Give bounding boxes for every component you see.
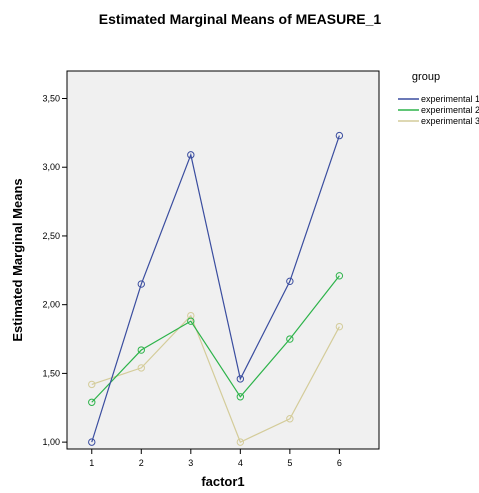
legend-item: experimental 3 [398, 116, 479, 126]
series-line [91, 314, 340, 443]
legend-title: group [412, 71, 440, 83]
y-tick-label: 2,50 [42, 231, 60, 241]
data-point [335, 272, 344, 280]
x-tick-label: 4 [238, 458, 243, 468]
data-point [286, 277, 294, 286]
series-experimental-3 [88, 311, 344, 446]
data-point [335, 322, 344, 331]
data-point [286, 335, 294, 343]
data-point [88, 438, 96, 446]
data-point [187, 317, 195, 325]
x-axis: 1 2 3 4 5 6 [89, 449, 342, 468]
legend-item: experimental 2 [398, 105, 479, 115]
y-tick-label: 2,00 [42, 300, 60, 310]
x-tick-label: 1 [89, 458, 94, 468]
data-point [236, 375, 245, 383]
y-axis-title: Estimated Marginal Means [10, 178, 25, 341]
series-experimental-2 [88, 272, 344, 406]
series-experimental-1 [88, 131, 344, 446]
x-tick-label: 6 [337, 458, 342, 468]
x-axis-title: factor1 [201, 474, 244, 489]
y-tick-label: 3,00 [42, 162, 60, 172]
y-tick-label: 1,50 [42, 368, 60, 378]
x-tick-label: 3 [188, 458, 193, 468]
series-line [91, 135, 340, 443]
data-point [236, 393, 245, 401]
y-tick-label: 1,00 [42, 437, 60, 447]
plot-area [66, 70, 380, 450]
data-point [88, 398, 96, 406]
chart-title: Estimated Marginal Means of MEASURE_1 [99, 11, 382, 27]
legend-label: experimental 2 [421, 105, 479, 115]
y-axis: 1,00 1,50 2,00 2,50 3,00 3,50 [42, 93, 67, 447]
data-point [137, 280, 145, 288]
data-point [137, 364, 145, 372]
data-point [286, 415, 294, 423]
x-tick-label: 2 [139, 458, 144, 468]
x-tick-label: 5 [287, 458, 292, 468]
data-point [137, 346, 145, 354]
legend-label: experimental 3 [421, 116, 479, 126]
data-point [88, 380, 96, 389]
legend-item: experimental 1 [398, 94, 479, 104]
data-point [236, 438, 245, 446]
series-layer [88, 131, 344, 446]
y-tick-label: 3,50 [42, 93, 60, 103]
data-point [187, 311, 195, 320]
data-point [187, 151, 195, 159]
series-line [91, 275, 340, 403]
data-point [335, 131, 344, 140]
legend-label: experimental 1 [421, 94, 479, 104]
